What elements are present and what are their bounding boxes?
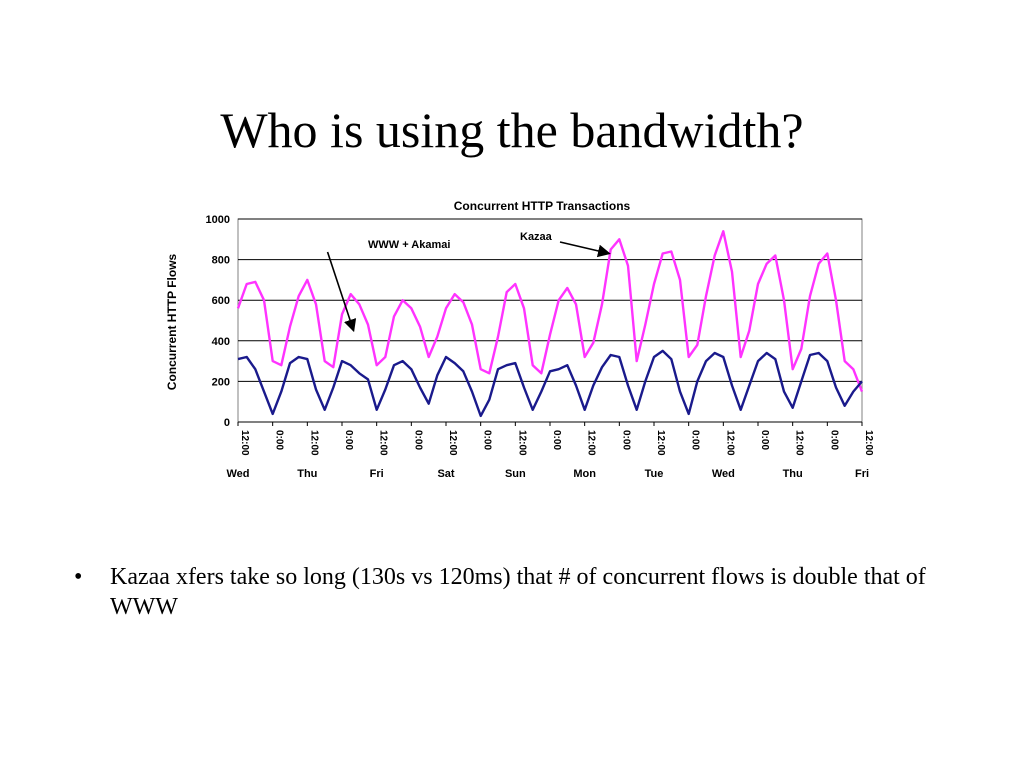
x-tick-labels: 12:00 0:00 12:00 0:00 12:00 0:00 12:00 0:00 12:0… <box>237 422 874 456</box>
annotation-kazaa: Kazaa <box>520 231 553 243</box>
y-axis-label: Concurrent HTTP Flows <box>165 253 179 390</box>
series-line-kazaa <box>236 230 864 393</box>
x-tick-label: 12:00 <box>586 430 597 456</box>
flows-line-chart: Concurrent HTTP Transactions Concurrent … <box>165 199 874 480</box>
bullet-marker: • <box>74 564 83 590</box>
x-day-label: Tue <box>645 468 664 480</box>
x-tick-label: 0:00 <box>690 430 701 450</box>
x-day-label: Wed <box>712 468 735 480</box>
x-tick-label: 0:00 <box>620 430 631 450</box>
annotation-arrow-kazaa <box>559 241 611 258</box>
x-tick-label: 12:00 <box>516 430 527 456</box>
x-day-label: Thu <box>297 468 317 480</box>
x-tick-label: 0:00 <box>274 430 285 450</box>
x-day-label: Thu <box>783 468 803 480</box>
x-day-labels: Wed Thu Fri Sat Sun Mon Tue Wed Thu Fri <box>226 468 869 480</box>
slide-title: Who is using the bandwidth? <box>220 102 804 158</box>
x-tick-label: 12:00 <box>863 430 874 456</box>
x-tick-label: 12:00 <box>378 430 389 456</box>
x-tick-label: 12:00 <box>794 430 805 456</box>
y-tick-label: 200 <box>212 376 230 388</box>
x-tick-label: 0:00 <box>343 430 354 450</box>
x-day-label: Sat <box>437 468 454 480</box>
x-tick-label: 12:00 <box>724 430 735 456</box>
annotations: WWW + Akamai Kazaa <box>326 231 611 333</box>
x-day-label: Sun <box>505 468 526 480</box>
x-tick-label: 0:00 <box>551 430 562 450</box>
x-tick-label: 12:00 <box>239 430 250 456</box>
y-tick-label: 800 <box>212 255 230 267</box>
chart-title: Concurrent HTTP Transactions <box>454 199 631 213</box>
x-tick-label: 0:00 <box>759 430 770 450</box>
bullet-text: Kazaa xfers take so long (130s vs 120ms)… <box>110 564 926 620</box>
annotation-arrow-www <box>326 251 357 333</box>
x-tick-label: 12:00 <box>308 430 319 456</box>
y-tick-labels: 0 200 400 600 800 1000 <box>206 214 230 429</box>
bullet-list: • Kazaa xfers take so long (130s vs 120m… <box>68 562 948 622</box>
bullet-item: • Kazaa xfers take so long (130s vs 120m… <box>68 562 948 622</box>
x-tick-label: 12:00 <box>655 430 666 456</box>
x-day-label: Wed <box>226 468 249 480</box>
annotation-www-akamai: WWW + Akamai <box>368 239 450 251</box>
series-lines <box>236 230 864 418</box>
series-line-www-akamai <box>237 349 863 418</box>
y-tick-label: 600 <box>212 295 230 307</box>
y-tick-label: 1000 <box>206 214 230 226</box>
x-tick-label: 0:00 <box>482 430 493 450</box>
x-tick-label: 12:00 <box>447 430 458 456</box>
y-tick-label: 0 <box>224 417 230 429</box>
y-tick-label: 400 <box>212 336 230 348</box>
x-tick-label: 0:00 <box>412 430 423 450</box>
x-day-label: Fri <box>855 468 869 480</box>
x-tick-label: 0:00 <box>828 430 839 450</box>
x-day-label: Mon <box>573 468 596 480</box>
x-day-label: Fri <box>370 468 384 480</box>
